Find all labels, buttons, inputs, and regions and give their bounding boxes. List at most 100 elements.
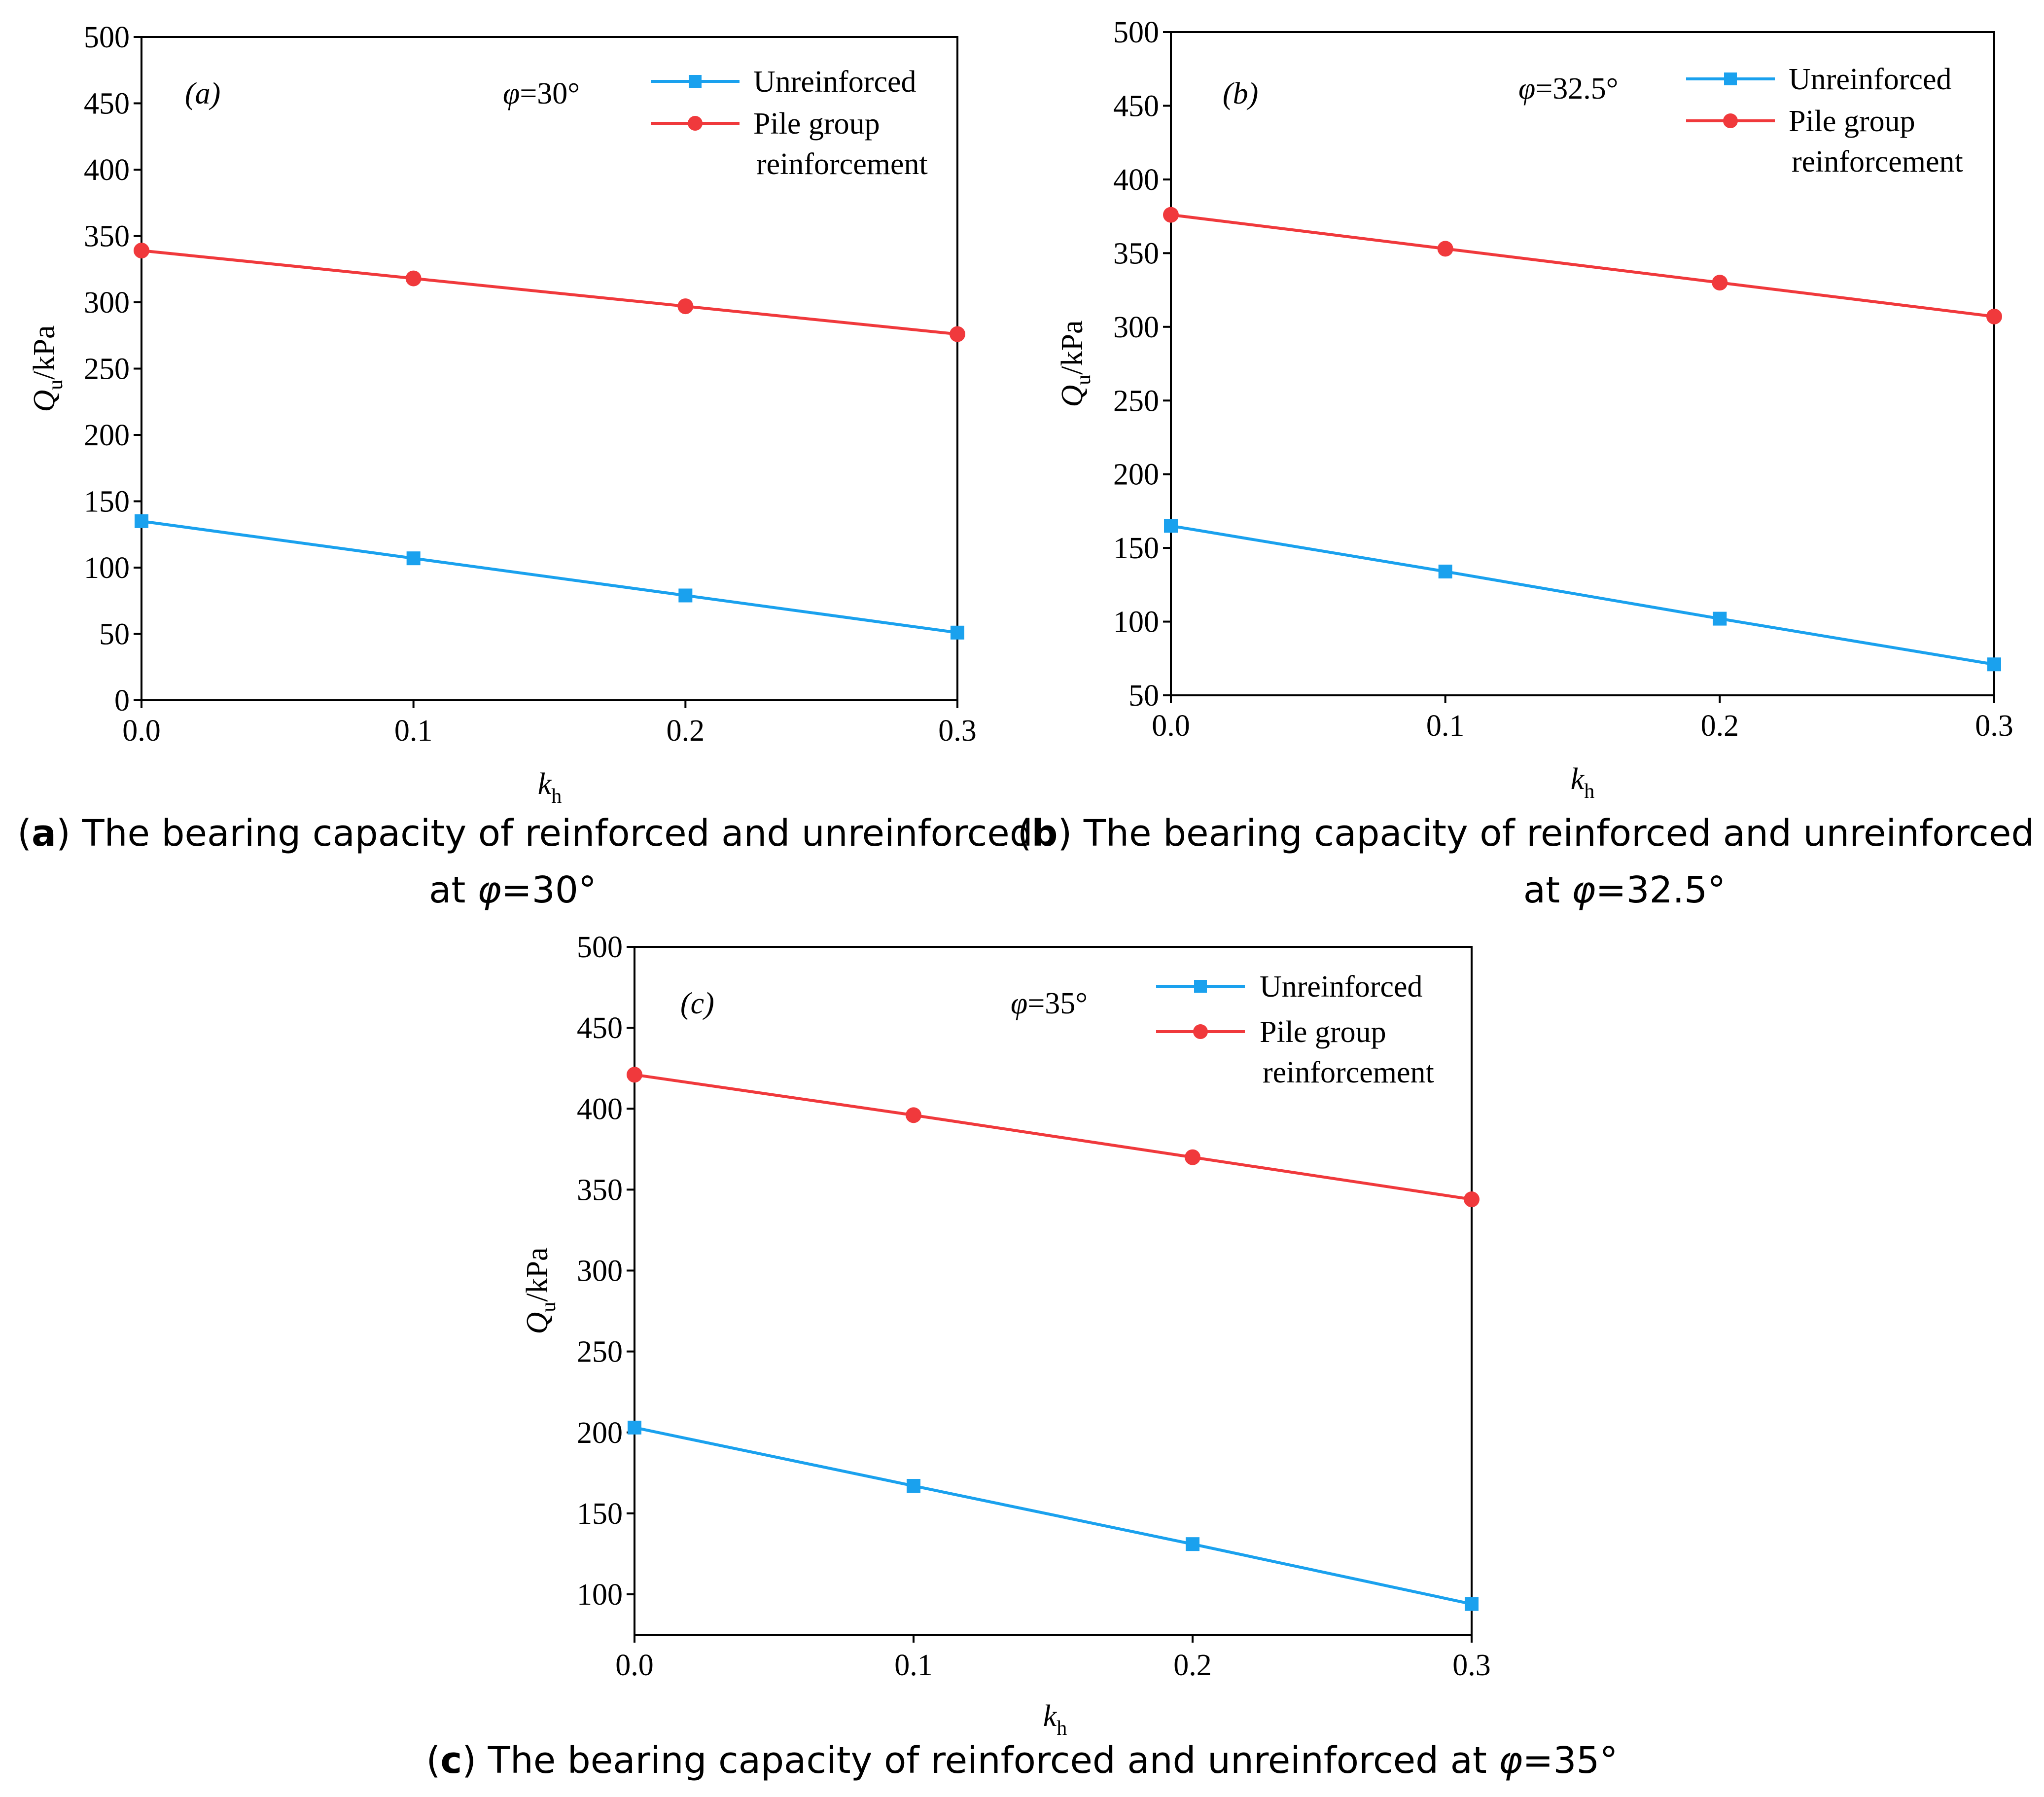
legend-label: reinforcement (756, 147, 928, 181)
y-tick-label: 400 (577, 1092, 623, 1126)
panel-label: (b) (1223, 77, 1258, 110)
legend-marker-square (1724, 72, 1737, 85)
phi-annotation: φ=30° (503, 77, 580, 110)
data-point-reinforced (677, 298, 694, 315)
y-tick-label: 250 (84, 353, 130, 386)
x-tick-label: 0.2 (667, 714, 705, 748)
y-tick-label: 500 (1113, 16, 1159, 49)
y-tick-label: 150 (1113, 532, 1159, 565)
series-line-reinforced (634, 1073, 1472, 1201)
data-point-reinforced (405, 270, 422, 287)
legend-label: Pile group (1789, 105, 1915, 138)
y-tick-label: 250 (577, 1335, 623, 1369)
data-point-reinforced (1185, 1149, 1200, 1165)
y-tick-label: 150 (84, 485, 130, 519)
panel-label: (a) (185, 77, 220, 110)
x-tick-label: 0.3 (938, 714, 977, 748)
data-point-unreinforced (135, 514, 148, 528)
data-point-unreinforced (628, 1420, 641, 1435)
plot-frame (634, 946, 1473, 1636)
y-tick-label: 200 (577, 1416, 623, 1450)
legend-label: Unreinforced (1260, 970, 1423, 1004)
data-point-unreinforced (1987, 657, 2001, 672)
y-tick-label: 500 (577, 931, 623, 964)
legend-marker-circle (688, 116, 703, 131)
legend-marker-circle (1193, 1024, 1208, 1039)
x-tick-label: 0.1 (894, 1649, 933, 1682)
y-tick-label: 100 (1113, 606, 1159, 639)
legend-label: reinforcement (1792, 145, 1963, 179)
data-point-unreinforced (1186, 1537, 1199, 1551)
x-tick-label: 0.1 (394, 714, 433, 748)
y-tick-label: 450 (84, 87, 130, 121)
data-point-reinforced (1986, 308, 2002, 324)
y-tick-label: 200 (1113, 458, 1159, 492)
x-tick-label: 0.0 (1152, 709, 1190, 743)
y-tick-label: 450 (1113, 90, 1159, 123)
legend-marker-square (689, 75, 702, 88)
x-tick-label: 0.2 (1173, 1649, 1212, 1682)
series-line-unreinforced (634, 1426, 1472, 1606)
data-point-unreinforced (1164, 519, 1178, 533)
x-axis-label: kh (538, 767, 562, 808)
y-tick-label: 350 (1113, 237, 1159, 270)
series-line-reinforced (141, 249, 958, 336)
y-tick-label: 250 (1113, 384, 1159, 418)
data-point-unreinforced (907, 1479, 920, 1493)
y-tick-label: 400 (84, 153, 130, 187)
data-point-reinforced (906, 1107, 921, 1123)
data-point-unreinforced (678, 588, 693, 603)
y-tick-label: 300 (577, 1255, 623, 1288)
y-tick-label: 0 (114, 684, 130, 718)
chart-panel-a: 0 50 100 150 200 250 300 350 400 450 500 0.0 0.1 0.2 0… (28, 21, 977, 808)
y-tick-label: 300 (84, 286, 130, 320)
legend-label: reinforcement (1263, 1056, 1434, 1089)
data-point-unreinforced (951, 625, 964, 640)
y-tick-label: 350 (577, 1173, 623, 1207)
data-point-reinforced (1437, 241, 1453, 257)
phi-annotation: φ=35° (1011, 987, 1088, 1020)
data-point-reinforced (1163, 207, 1179, 223)
x-tick-label: 0.1 (1426, 709, 1465, 743)
series-line-unreinforced (141, 519, 958, 634)
legend-marker-square (1194, 980, 1207, 993)
legend-label: Unreinforced (1789, 63, 1952, 96)
x-axis-label: kh (1043, 1699, 1067, 1740)
y-tick-label: 150 (577, 1497, 623, 1531)
y-tick-label: 500 (84, 21, 130, 54)
y-axis-label: Qu/kPa (28, 325, 67, 412)
y-tick-label: 450 (577, 1011, 623, 1045)
data-point-unreinforced (1438, 564, 1452, 578)
series-line-reinforced (1170, 213, 1995, 318)
phi-annotation: φ=32.5° (1518, 72, 1619, 106)
legend-label: Pile group (1260, 1015, 1386, 1049)
y-tick-label: 100 (577, 1578, 623, 1612)
data-point-unreinforced (1713, 611, 1727, 626)
data-point-reinforced (627, 1067, 642, 1083)
y-axis-label: Qu/kPa (1056, 320, 1095, 407)
x-tick-label: 0.0 (615, 1649, 654, 1682)
y-tick-label: 200 (84, 419, 130, 452)
figure-caption: (b) The bearing capacity of reinforced a… (1018, 812, 2035, 855)
data-point-unreinforced (406, 551, 421, 566)
chart-panel-b: 50 100 150 200 250 300 350 400 450 500 0.0 0.1 0.2 0.… (1056, 16, 2013, 803)
chart-panel-c: 100 150 200 250 300 350 400 450 500 0.0 0.1 0.2 0.3 k… (521, 931, 1491, 1740)
data-point-unreinforced (1465, 1597, 1479, 1611)
figure-caption: (a) The bearing capacity of reinforced a… (17, 812, 1033, 855)
figure-caption: (c) The bearing capacity of reinforced a… (426, 1739, 1618, 1782)
data-point-reinforced (1464, 1191, 1480, 1208)
panel-label: (c) (680, 987, 714, 1020)
y-axis-label: Qu/kPa (521, 1247, 560, 1334)
y-tick-label: 50 (99, 618, 130, 651)
y-tick-label: 350 (84, 220, 130, 253)
data-point-reinforced (950, 326, 965, 342)
plot-frame (1170, 31, 1995, 696)
x-tick-label: 0.0 (122, 714, 161, 748)
x-tick-label: 0.2 (1701, 709, 1739, 743)
x-tick-label: 0.3 (1452, 1649, 1491, 1682)
y-tick-label: 100 (84, 551, 130, 585)
series-line-unreinforced (1170, 524, 1995, 666)
legend-label: Unreinforced (753, 65, 916, 99)
legend-label: Pile group (753, 107, 880, 141)
